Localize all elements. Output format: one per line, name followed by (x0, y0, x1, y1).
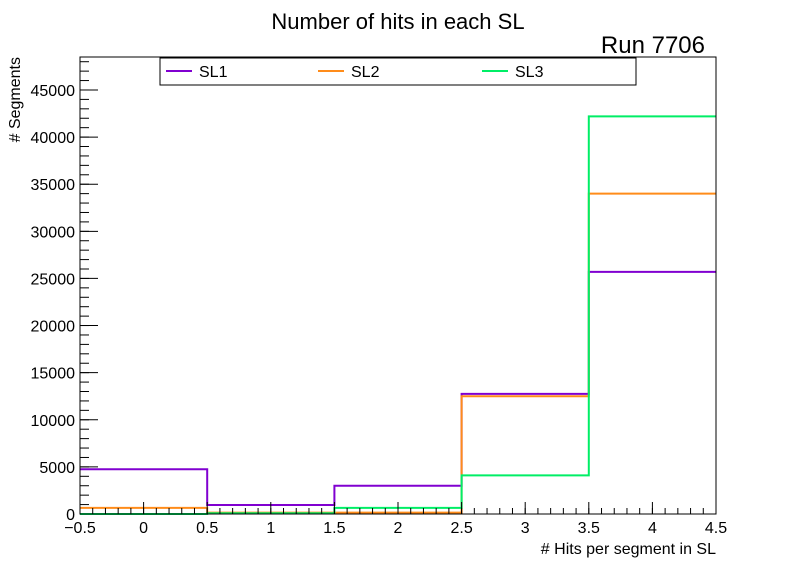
x-tick-label: 2 (394, 520, 403, 537)
y-tick-label: 5000 (39, 460, 75, 477)
x-tick-label: 1.5 (323, 520, 345, 537)
x-tick-label: 1 (266, 520, 275, 537)
axis-layer: −0.5 0 0.5 1 1.5 2 2.5 3 3.5 4 4.50500010000150002… (31, 61, 727, 537)
y-tick-label: 0 (66, 507, 75, 524)
y-tick-label: 10000 (31, 413, 76, 430)
x-axis-label: # Hits per segment in SL (541, 541, 716, 558)
legend-box (159, 57, 637, 86)
y-tick-label: 15000 (31, 366, 76, 383)
y-tick-label: 40000 (31, 130, 76, 147)
y-tick-label: 20000 (31, 319, 76, 336)
run-annotation: Run 7706 (601, 32, 705, 59)
legend-label-sl2: SL2 (351, 64, 380, 81)
x-tick-label: 0 (139, 520, 148, 537)
y-tick-label: 30000 (31, 224, 76, 241)
legend-items: SL1 SL2 SL3 (166, 64, 544, 81)
x-tick-label: 4 (648, 520, 657, 537)
x-tick-label: −0.5 (64, 520, 96, 537)
y-tick-label: 35000 (31, 177, 76, 194)
x-tick-label: 3.5 (578, 520, 600, 537)
x-tick-label: 3 (521, 520, 530, 537)
legend-label-sl3: SL3 (515, 64, 544, 81)
x-tick-label: 0.5 (196, 520, 218, 537)
x-tick-label: 2.5 (450, 520, 472, 537)
y-tick-label: 45000 (31, 83, 76, 100)
y-tick-label: 25000 (31, 271, 76, 288)
y-axis-label: # Segments (7, 57, 24, 142)
x-tick-label: 4.5 (705, 520, 727, 537)
chart-title: Number of hits in each SL (271, 9, 524, 34)
legend: SL1 SL2 SL3 (159, 57, 637, 86)
legend-label-sl1: SL1 (199, 64, 228, 81)
